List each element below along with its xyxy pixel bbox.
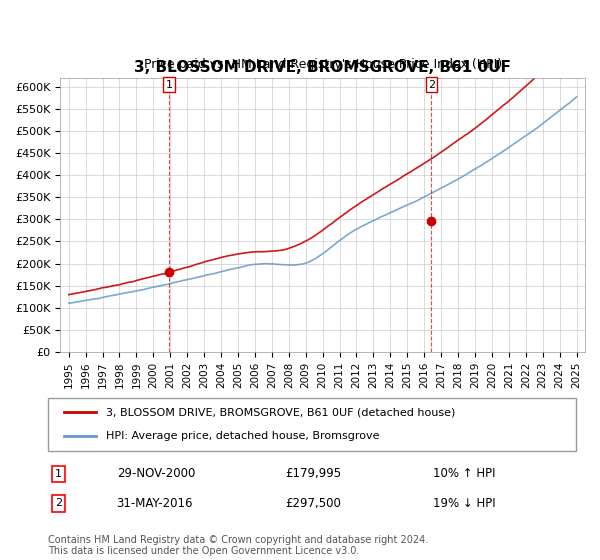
Text: 3, BLOSSOM DRIVE, BROMSGROVE, B61 0UF (detached house): 3, BLOSSOM DRIVE, BROMSGROVE, B61 0UF (d… (106, 408, 455, 418)
Text: 31-MAY-2016: 31-MAY-2016 (116, 497, 193, 510)
Text: Contains HM Land Registry data © Crown copyright and database right 2024.
This d: Contains HM Land Registry data © Crown c… (48, 535, 428, 556)
Text: 2: 2 (428, 80, 435, 90)
Text: Price paid vs. HM Land Registry's House Price Index (HPI): Price paid vs. HM Land Registry's House … (143, 58, 502, 71)
Text: HPI: Average price, detached house, Bromsgrove: HPI: Average price, detached house, Brom… (106, 431, 380, 441)
Text: 29-NOV-2000: 29-NOV-2000 (116, 468, 195, 480)
Text: £297,500: £297,500 (286, 497, 341, 510)
Text: 10% ↑ HPI: 10% ↑ HPI (433, 468, 496, 480)
Text: 2: 2 (55, 498, 62, 508)
FancyBboxPatch shape (48, 398, 576, 451)
Title: 3, BLOSSOM DRIVE, BROMSGROVE, B61 0UF: 3, BLOSSOM DRIVE, BROMSGROVE, B61 0UF (134, 60, 511, 76)
Text: 1: 1 (166, 80, 172, 90)
Text: 19% ↓ HPI: 19% ↓ HPI (433, 497, 496, 510)
Text: £179,995: £179,995 (286, 468, 342, 480)
Text: 1: 1 (55, 469, 62, 479)
